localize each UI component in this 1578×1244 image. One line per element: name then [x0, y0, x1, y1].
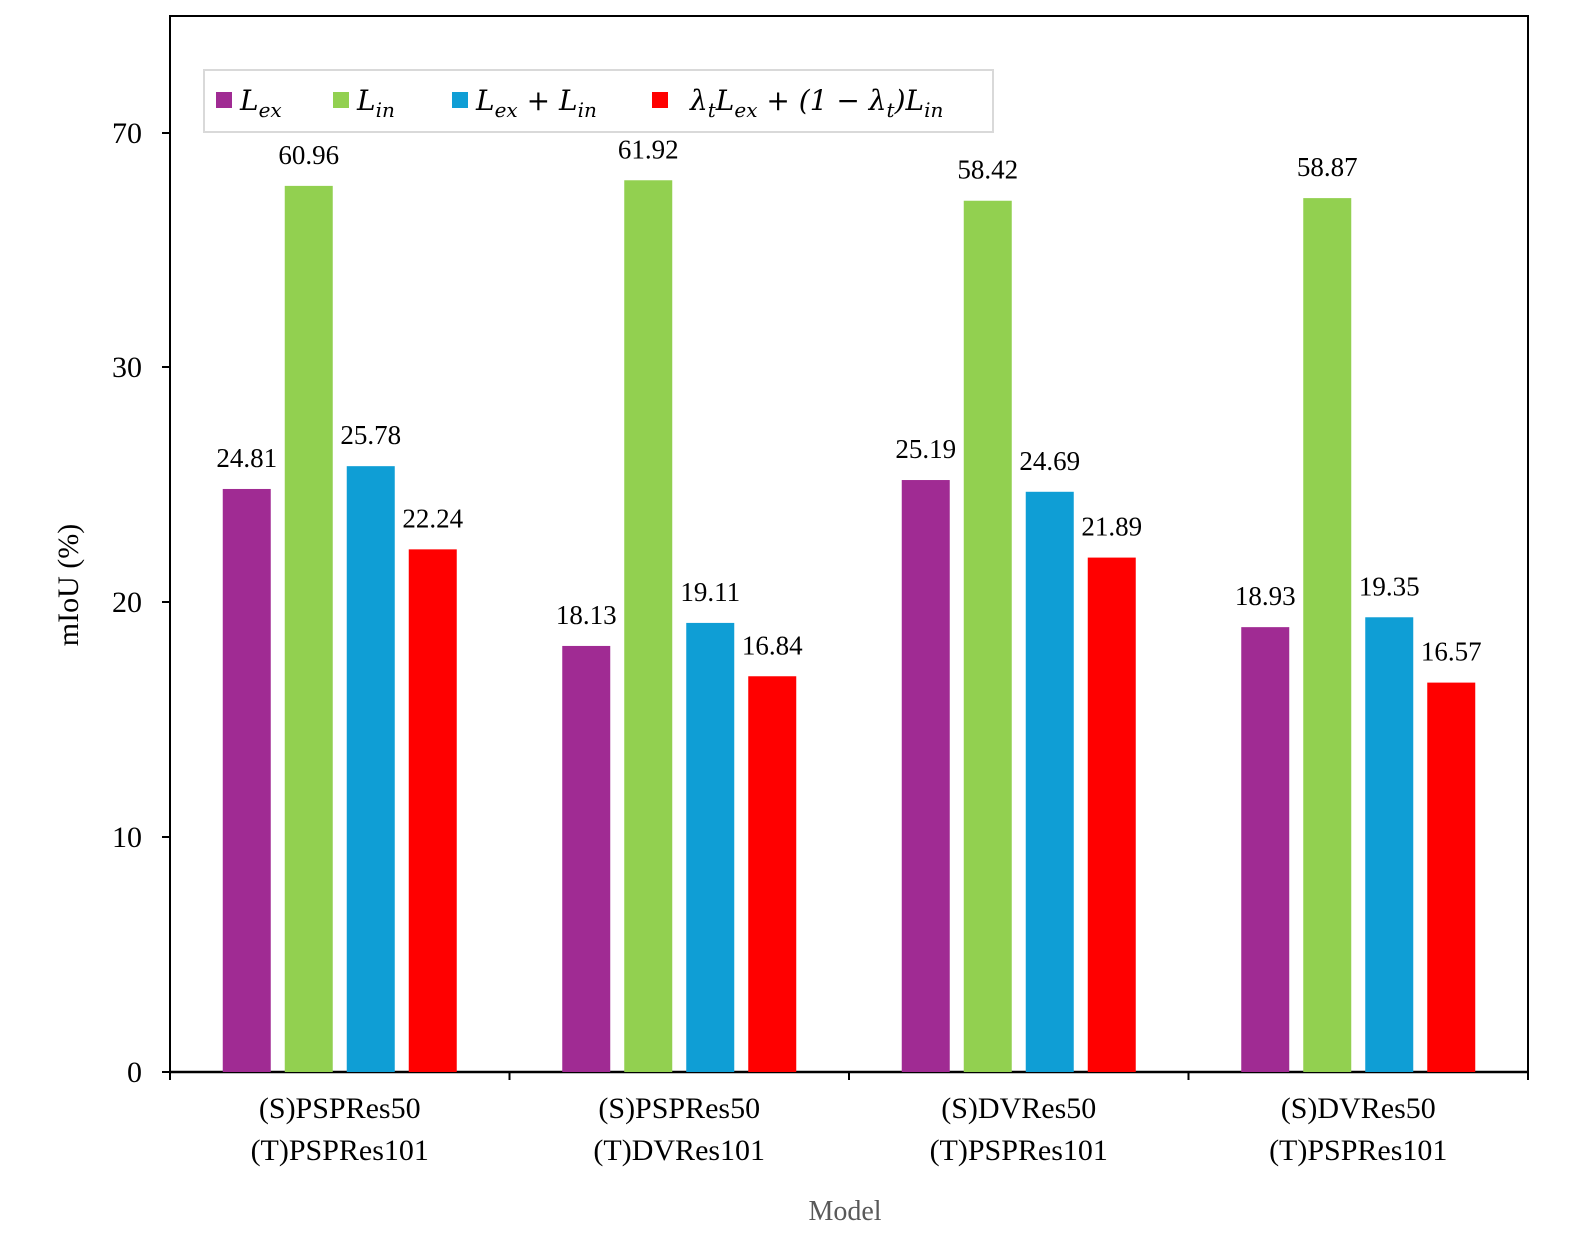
legend-label-lex: Lex — [239, 84, 282, 122]
bars-group — [222, 180, 1476, 1073]
bar-1-category-2 — [562, 645, 611, 1072]
bar-3-category-2 — [686, 622, 735, 1072]
data-label: 25.19 — [895, 434, 956, 464]
legend-swatch-lin — [333, 92, 349, 108]
data-label: 18.13 — [556, 600, 617, 630]
y-tick-label: 0 — [127, 1056, 142, 1089]
y-tick-label: 70 — [112, 117, 142, 150]
bar-4-category-3 — [1087, 557, 1136, 1072]
x-tick-label: (S)DVRes50 (T)PSPRes101 — [1269, 1092, 1447, 1167]
data-label: 16.57 — [1421, 637, 1482, 667]
data-label: 19.11 — [680, 577, 740, 607]
data-label: 25.78 — [340, 420, 401, 450]
legend-label-lin: Lin — [356, 84, 395, 122]
x-axis-title: Model — [808, 1196, 881, 1227]
data-label: 22.24 — [402, 503, 463, 533]
data-label: 58.87 — [1297, 152, 1358, 182]
data-label: 19.35 — [1359, 571, 1420, 601]
legend: Lex Lin Lex + Lin λtLex + (1 − λt)Lin — [203, 69, 994, 133]
data-label: 24.81 — [216, 443, 277, 473]
legend-label-lex-plus-lin: Lex + Lin — [475, 84, 597, 122]
bar-3-category-4 — [1365, 617, 1414, 1072]
legend-swatch-lex — [216, 92, 232, 108]
bar-3-category-1 — [346, 466, 395, 1072]
y-axis: 0 10 20 30 70 — [112, 117, 170, 1089]
bar-1-category-3 — [901, 480, 950, 1072]
data-label: 24.69 — [1019, 446, 1080, 476]
y-tick-label: 30 — [112, 351, 142, 384]
bar-2-category-4 — [1303, 198, 1352, 1073]
bar-4-category-2 — [748, 676, 797, 1072]
data-label: 58.42 — [957, 155, 1018, 185]
y-axis-title: mIoU (%) — [52, 524, 85, 646]
data-labels-group: 24.81 60.96 25.78 22.24 18.13 61.92 19.1116.84… — [216, 134, 1481, 666]
legend-label-weighted: λtLex + (1 − λt)Lin — [689, 84, 943, 122]
bar-2-category-3 — [963, 200, 1012, 1073]
x-axis: (S)PSPRes50 (T)PSPRes101 (S)PSPRes50 (T)DVR… — [169, 1072, 1529, 1167]
bar-3-category-3 — [1025, 491, 1074, 1072]
x-tick-label: (S)PSPRes50 (T)PSPRes101 — [251, 1092, 429, 1167]
data-label: 18.93 — [1235, 581, 1296, 611]
x-tick-label: (S)PSPRes50 (T)DVRes101 — [593, 1092, 765, 1167]
y-tick-label: 10 — [112, 821, 142, 854]
x-tick-label: (S)DVRes50 (T)PSPRes101 — [930, 1092, 1108, 1167]
data-label: 60.96 — [278, 140, 339, 170]
bar-2-category-1 — [284, 185, 333, 1072]
data-label: 16.84 — [742, 630, 803, 660]
bar-4-category-4 — [1427, 682, 1476, 1072]
bar-4-category-1 — [408, 549, 457, 1072]
bar-1-category-4 — [1241, 627, 1290, 1072]
data-label: 21.89 — [1081, 512, 1142, 542]
y-tick-label: 20 — [112, 586, 142, 619]
bar-1-category-1 — [222, 488, 271, 1073]
legend-swatch-weighted — [652, 92, 668, 108]
bar-2-category-2 — [624, 180, 673, 1072]
data-label: 61.92 — [618, 134, 679, 164]
legend-swatch-lex-plus-lin — [452, 92, 468, 108]
